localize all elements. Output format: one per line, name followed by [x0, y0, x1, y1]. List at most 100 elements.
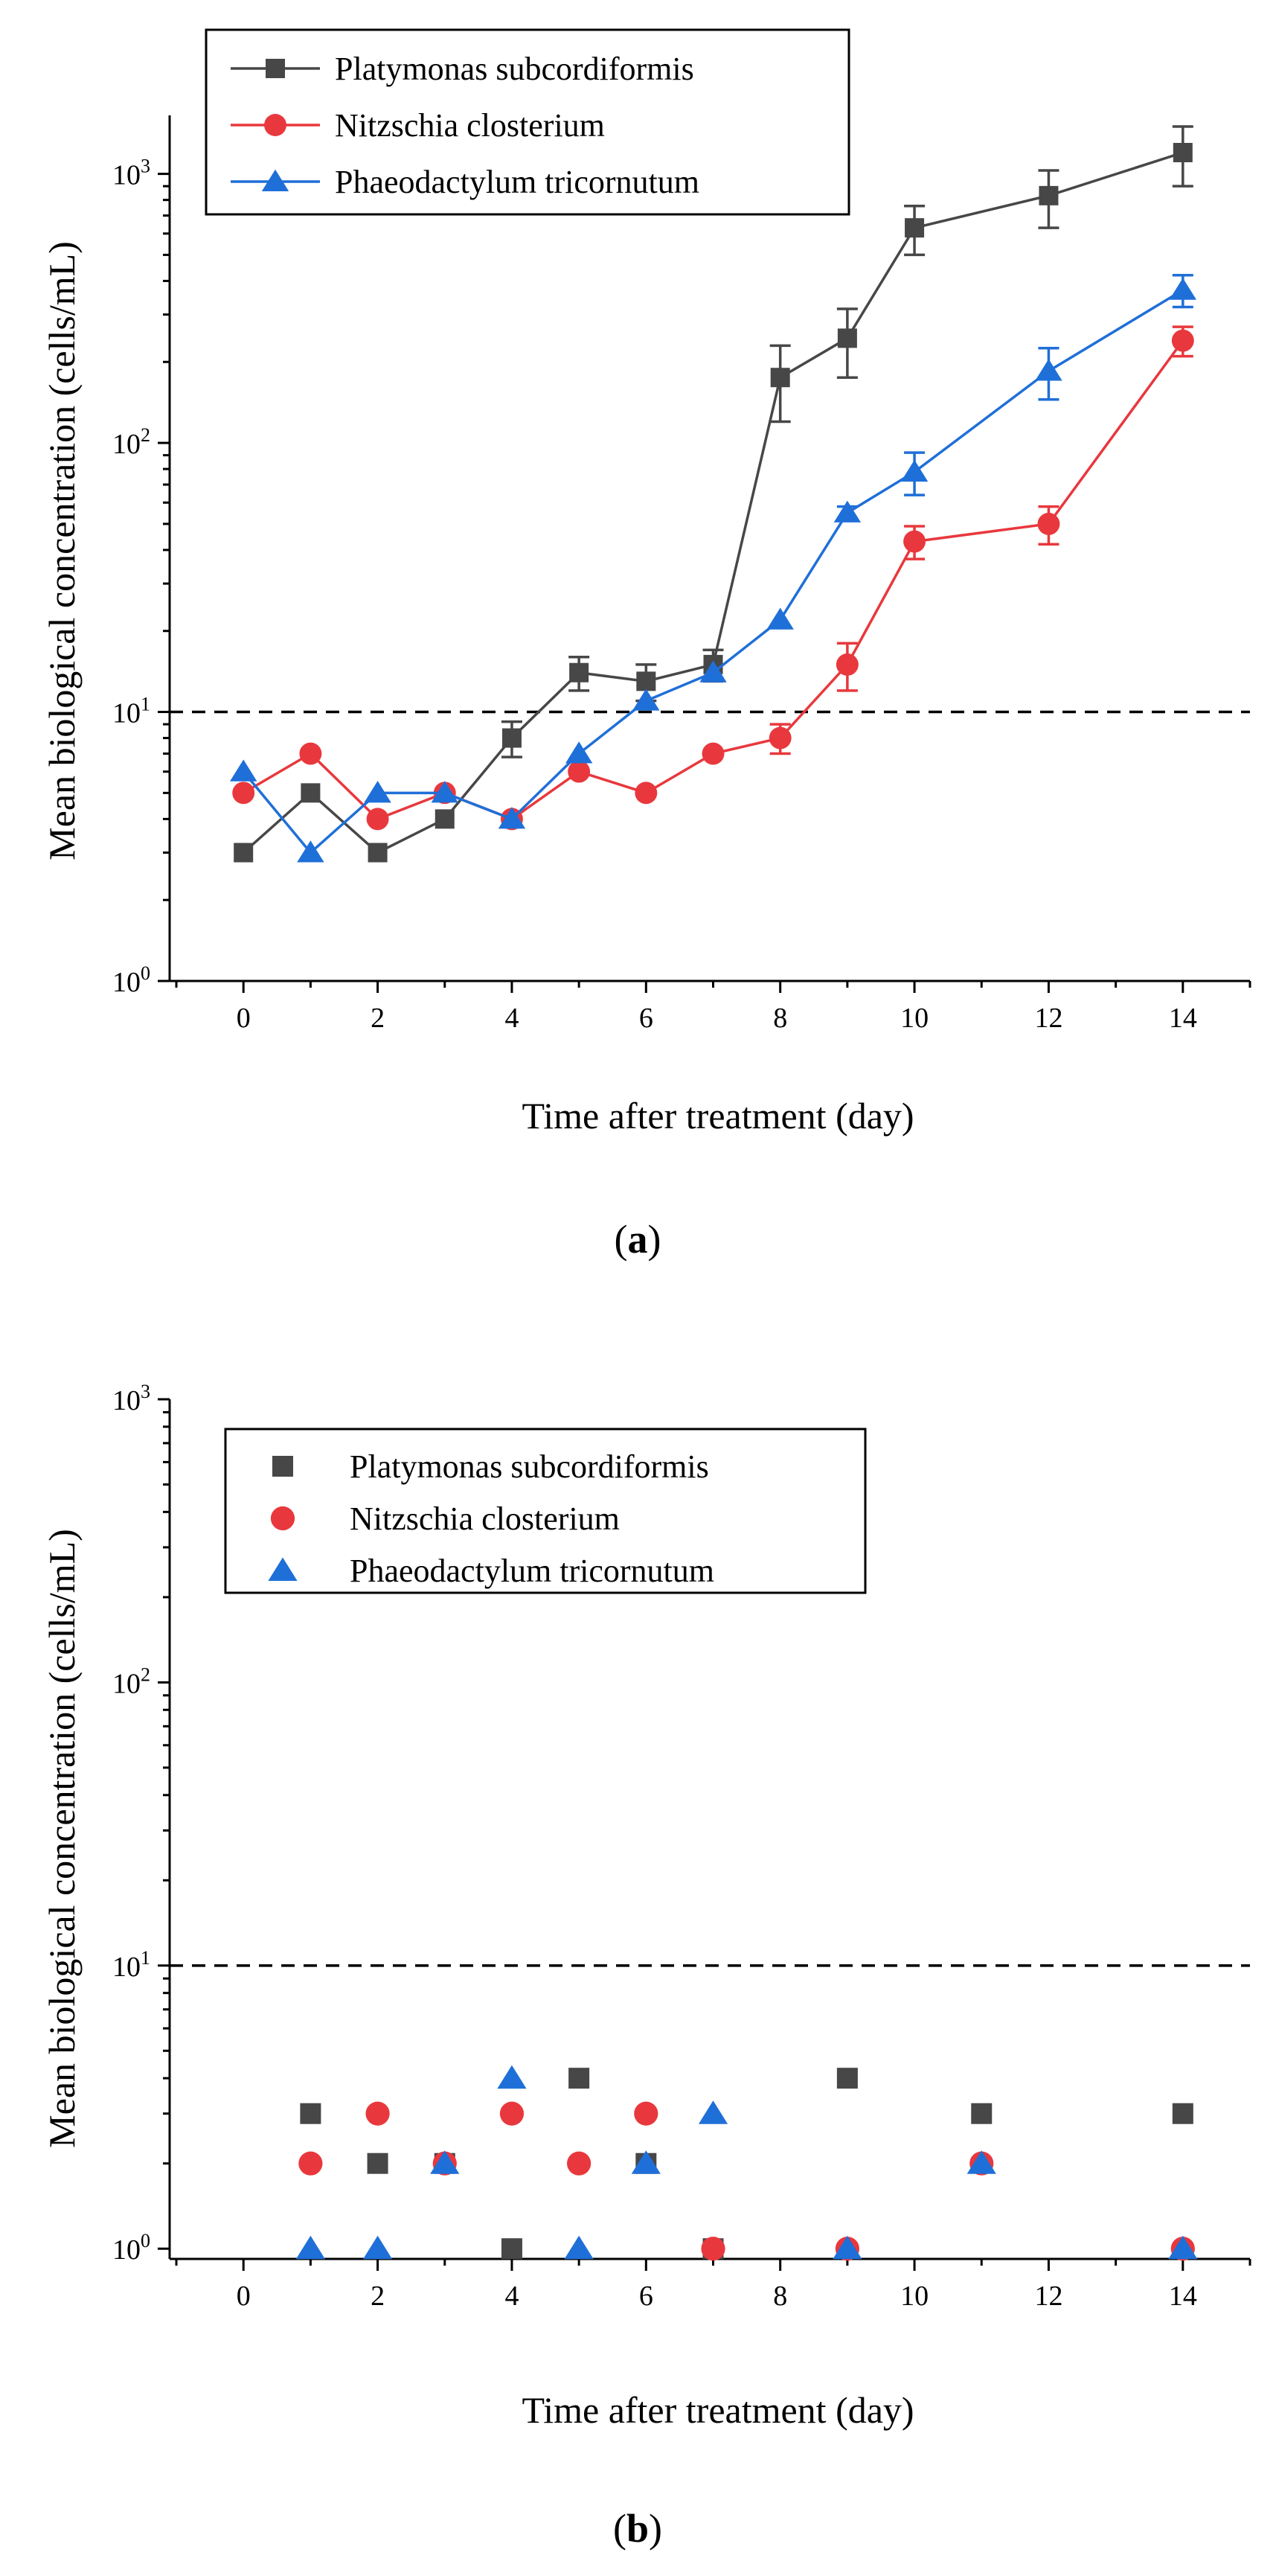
panel-b-y-tick-label: 103: [112, 1381, 150, 1416]
panel-b-data-point-circle: [298, 2151, 323, 2176]
panel-b-y-tick-label: 102: [112, 1663, 150, 1699]
panel-b-data-point-square: [971, 2103, 993, 2124]
panel-a-x-tick-label: 14: [1169, 1003, 1197, 1034]
panel-a-data-point-triangle: [632, 688, 660, 711]
panel-b-data-point-square: [836, 2068, 858, 2089]
panel-a-data-point-triangle: [431, 781, 458, 803]
panel-a-legend-label: Phaeodactylum tricornutum: [335, 164, 699, 200]
panel-b-data-point-circle: [634, 2101, 658, 2126]
panel-a-data-point-square: [636, 671, 656, 691]
panel-a-data-point-circle: [366, 808, 389, 831]
panel-a-legend: Platymonas subcordiformis Nitzschia clost…: [205, 28, 850, 216]
panel-a-data-point-square: [837, 328, 857, 348]
panel-b-legend-box: [224, 1428, 867, 1594]
panel-a-series-triangle: [230, 274, 1197, 863]
panel-a-legend-box: [205, 28, 850, 216]
panel-b-data-point-triangle: [430, 2150, 460, 2174]
panel-a-series-circle: [232, 325, 1194, 831]
panel-a-legend-items: Platymonas subcordiformis Nitzschia clost…: [231, 51, 699, 200]
panel-a-legend-label: Platymonas subcordiformis: [335, 51, 694, 87]
panel-a-data-point-circle: [635, 782, 658, 805]
panel-a-data-point-circle: [1171, 329, 1194, 352]
panel-b-data-point-triangle: [833, 2235, 862, 2260]
panel-b-axes: 0 2 4 6 8 10 12 14 100 101 102 103: [112, 1381, 1251, 2312]
panel-a-data-point-triangle: [498, 807, 526, 829]
panel-a-data-point-triangle: [699, 660, 727, 683]
panel-b-data-point-triangle: [564, 2235, 594, 2260]
panel-a-legend-item: Phaeodactylum tricornutum: [231, 164, 699, 200]
panel-a-axes: 0 2 4 6 8 10 12 14 100 101 102 103: [112, 115, 1251, 1034]
panel-a-data-point-triangle: [364, 781, 391, 803]
panel-a-legend-marker: [261, 169, 289, 191]
panel-a-data-point-square: [1039, 185, 1059, 205]
panel-b-x-tick-label: 2: [371, 2281, 385, 2312]
panel-b-data-point-square: [367, 2152, 388, 2174]
panel-b-legend-marker: [272, 1456, 293, 1477]
panel-b-data-point-square: [300, 2103, 321, 2124]
panel-a-data-point-square: [1173, 142, 1193, 162]
panel-b-x-tick-label: 10: [900, 2281, 929, 2312]
panel-b-x-tick-label: 8: [773, 2281, 787, 2312]
panel-a-legend-label: Nitzschia closterium: [335, 107, 605, 144]
panel-a-y-tick-label: 102: [112, 424, 150, 460]
panel-b-x-tick-label: 12: [1034, 2281, 1062, 2312]
panel-a-y-tick-label: 101: [112, 694, 150, 729]
panel-b-legend: Platymonas subcordiformis Nitzschia clost…: [224, 1428, 867, 1594]
panel-a-data-point-triangle: [766, 607, 794, 630]
panel-b-data-point-circle: [499, 2101, 525, 2126]
panel-a-data-point-square: [905, 218, 925, 238]
panel-a-data-point-circle: [769, 726, 792, 750]
panel-b-data-point-triangle: [966, 2150, 996, 2174]
panel-a-data-point-square: [501, 728, 522, 748]
panel-b-data-point-square: [501, 2238, 522, 2260]
panel-a-y-tick-label: 100: [112, 962, 150, 998]
panel-b-x-tick-label: 0: [237, 2281, 251, 2312]
panel-b-data-point-triangle: [497, 2065, 527, 2089]
panel-a-data-point-circle: [903, 530, 926, 553]
panel-b-data-point-square: [1172, 2103, 1193, 2124]
panel-a-x-tick-label: 2: [371, 1003, 385, 1034]
panel-b-data-point-circle: [365, 2101, 390, 2126]
panel-a-data-point-circle: [836, 653, 859, 676]
panel-b-y-tick-label: 100: [112, 2230, 150, 2266]
panel-a-data-point-triangle: [230, 759, 257, 782]
panel-a-series-square: [234, 125, 1193, 863]
panel-b-x-axis-title: Time after treatment (day): [522, 2389, 914, 2431]
panel-b-legend-item: Phaeodactylum tricornutum: [268, 1553, 714, 1589]
panel-b-data-point-triangle: [295, 2235, 325, 2260]
panel-a-chart: 0 2 4 6 8 10 12 14 100 101 102 103 Time after treat…: [41, 28, 1251, 1262]
panel-a-data-point-triangle: [297, 840, 324, 863]
panel-b-legend-items: Platymonas subcordiformis Nitzschia clost…: [268, 1448, 714, 1589]
panel-b-data-point-triangle: [698, 2100, 728, 2124]
panel-a-data-point-square: [435, 809, 455, 829]
panel-a-y-axis-title: Mean biological concentration (cells/mL): [41, 241, 83, 860]
panel-a-data-point-circle: [232, 782, 255, 805]
panel-a-x-tick-label: 6: [639, 1003, 653, 1034]
panel-b-data-point-triangle: [362, 2235, 393, 2260]
panel-b-y-axis-title: Mean biological concentration (cells/mL): [41, 1529, 83, 2148]
panel-b-label: (b): [613, 2506, 662, 2551]
panel-a-x-tick-label: 4: [504, 1003, 519, 1034]
panel-b-legend-item: Nitzschia closterium: [270, 1500, 620, 1537]
panel-a-legend-marker: [264, 114, 286, 136]
panel-b-data-point-triangle: [1168, 2235, 1198, 2260]
panel-a-data-point-square: [770, 368, 790, 388]
panel-b-data-point-triangle: [631, 2150, 661, 2174]
panel-a-data-point-triangle: [1035, 359, 1062, 381]
panel-b-y-tick-label: 101: [112, 1947, 150, 1983]
panel-a-data-point-square: [368, 843, 388, 863]
panel-a-legend-marker: [266, 59, 285, 78]
panel-a-data-point-square: [234, 843, 254, 863]
panel-b-series-triangle: [295, 2065, 1198, 2260]
panel-b-legend-label: Phaeodactylum tricornutum: [350, 1553, 714, 1589]
panel-a-data-point-square: [301, 783, 321, 803]
panel-a-legend-item: Platymonas subcordiformis: [231, 51, 694, 87]
panel-a-data-point-triangle: [900, 459, 929, 482]
panel-b-series: [295, 2065, 1198, 2261]
panel-b-data-point-circle: [701, 2237, 725, 2261]
panel-b-legend-label: Nitzschia closterium: [350, 1500, 620, 1537]
panel-a-x-tick-label: 8: [773, 1003, 787, 1034]
panel-a-data-point-circle: [299, 742, 322, 765]
